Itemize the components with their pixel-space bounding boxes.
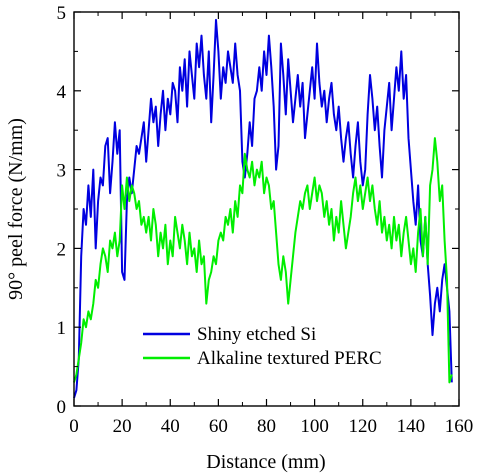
x-tick-label: 80 xyxy=(257,416,276,437)
y-tick-label: 5 xyxy=(57,3,67,24)
series-line-0 xyxy=(73,18,453,399)
x-tick-label: 40 xyxy=(161,416,180,437)
y-tick-label: 3 xyxy=(57,161,67,182)
x-tick-label: 120 xyxy=(349,416,378,437)
x-tick-label: 100 xyxy=(300,416,329,437)
x-tick-label: 20 xyxy=(113,416,132,437)
x-tick-label: 60 xyxy=(209,416,228,437)
x-axis-label: Distance (mm) xyxy=(206,451,325,473)
axes: 0 20 40 60 80 100 120 140 160 0 1 2 3 4 5 xyxy=(57,3,474,437)
y-axis-label: 90° peel force (N/mm) xyxy=(5,118,27,300)
y-tick-label: 1 xyxy=(57,318,67,339)
x-tick-label: 160 xyxy=(445,416,474,437)
x-tick-label: 0 xyxy=(69,416,79,437)
y-tick-label: 4 xyxy=(57,82,67,103)
y-tick-label: 2 xyxy=(57,239,67,260)
x-tick-label: 140 xyxy=(397,416,426,437)
legend-label-0: Shiny etched Si xyxy=(197,324,316,345)
series-line-1 xyxy=(73,137,453,384)
legend-label-1: Alkaline textured PERC xyxy=(197,348,382,369)
y-tick-label: 0 xyxy=(57,397,67,418)
plot-lines xyxy=(73,18,453,399)
legend: Shiny etched Si Alkaline textured PERC xyxy=(143,324,382,369)
